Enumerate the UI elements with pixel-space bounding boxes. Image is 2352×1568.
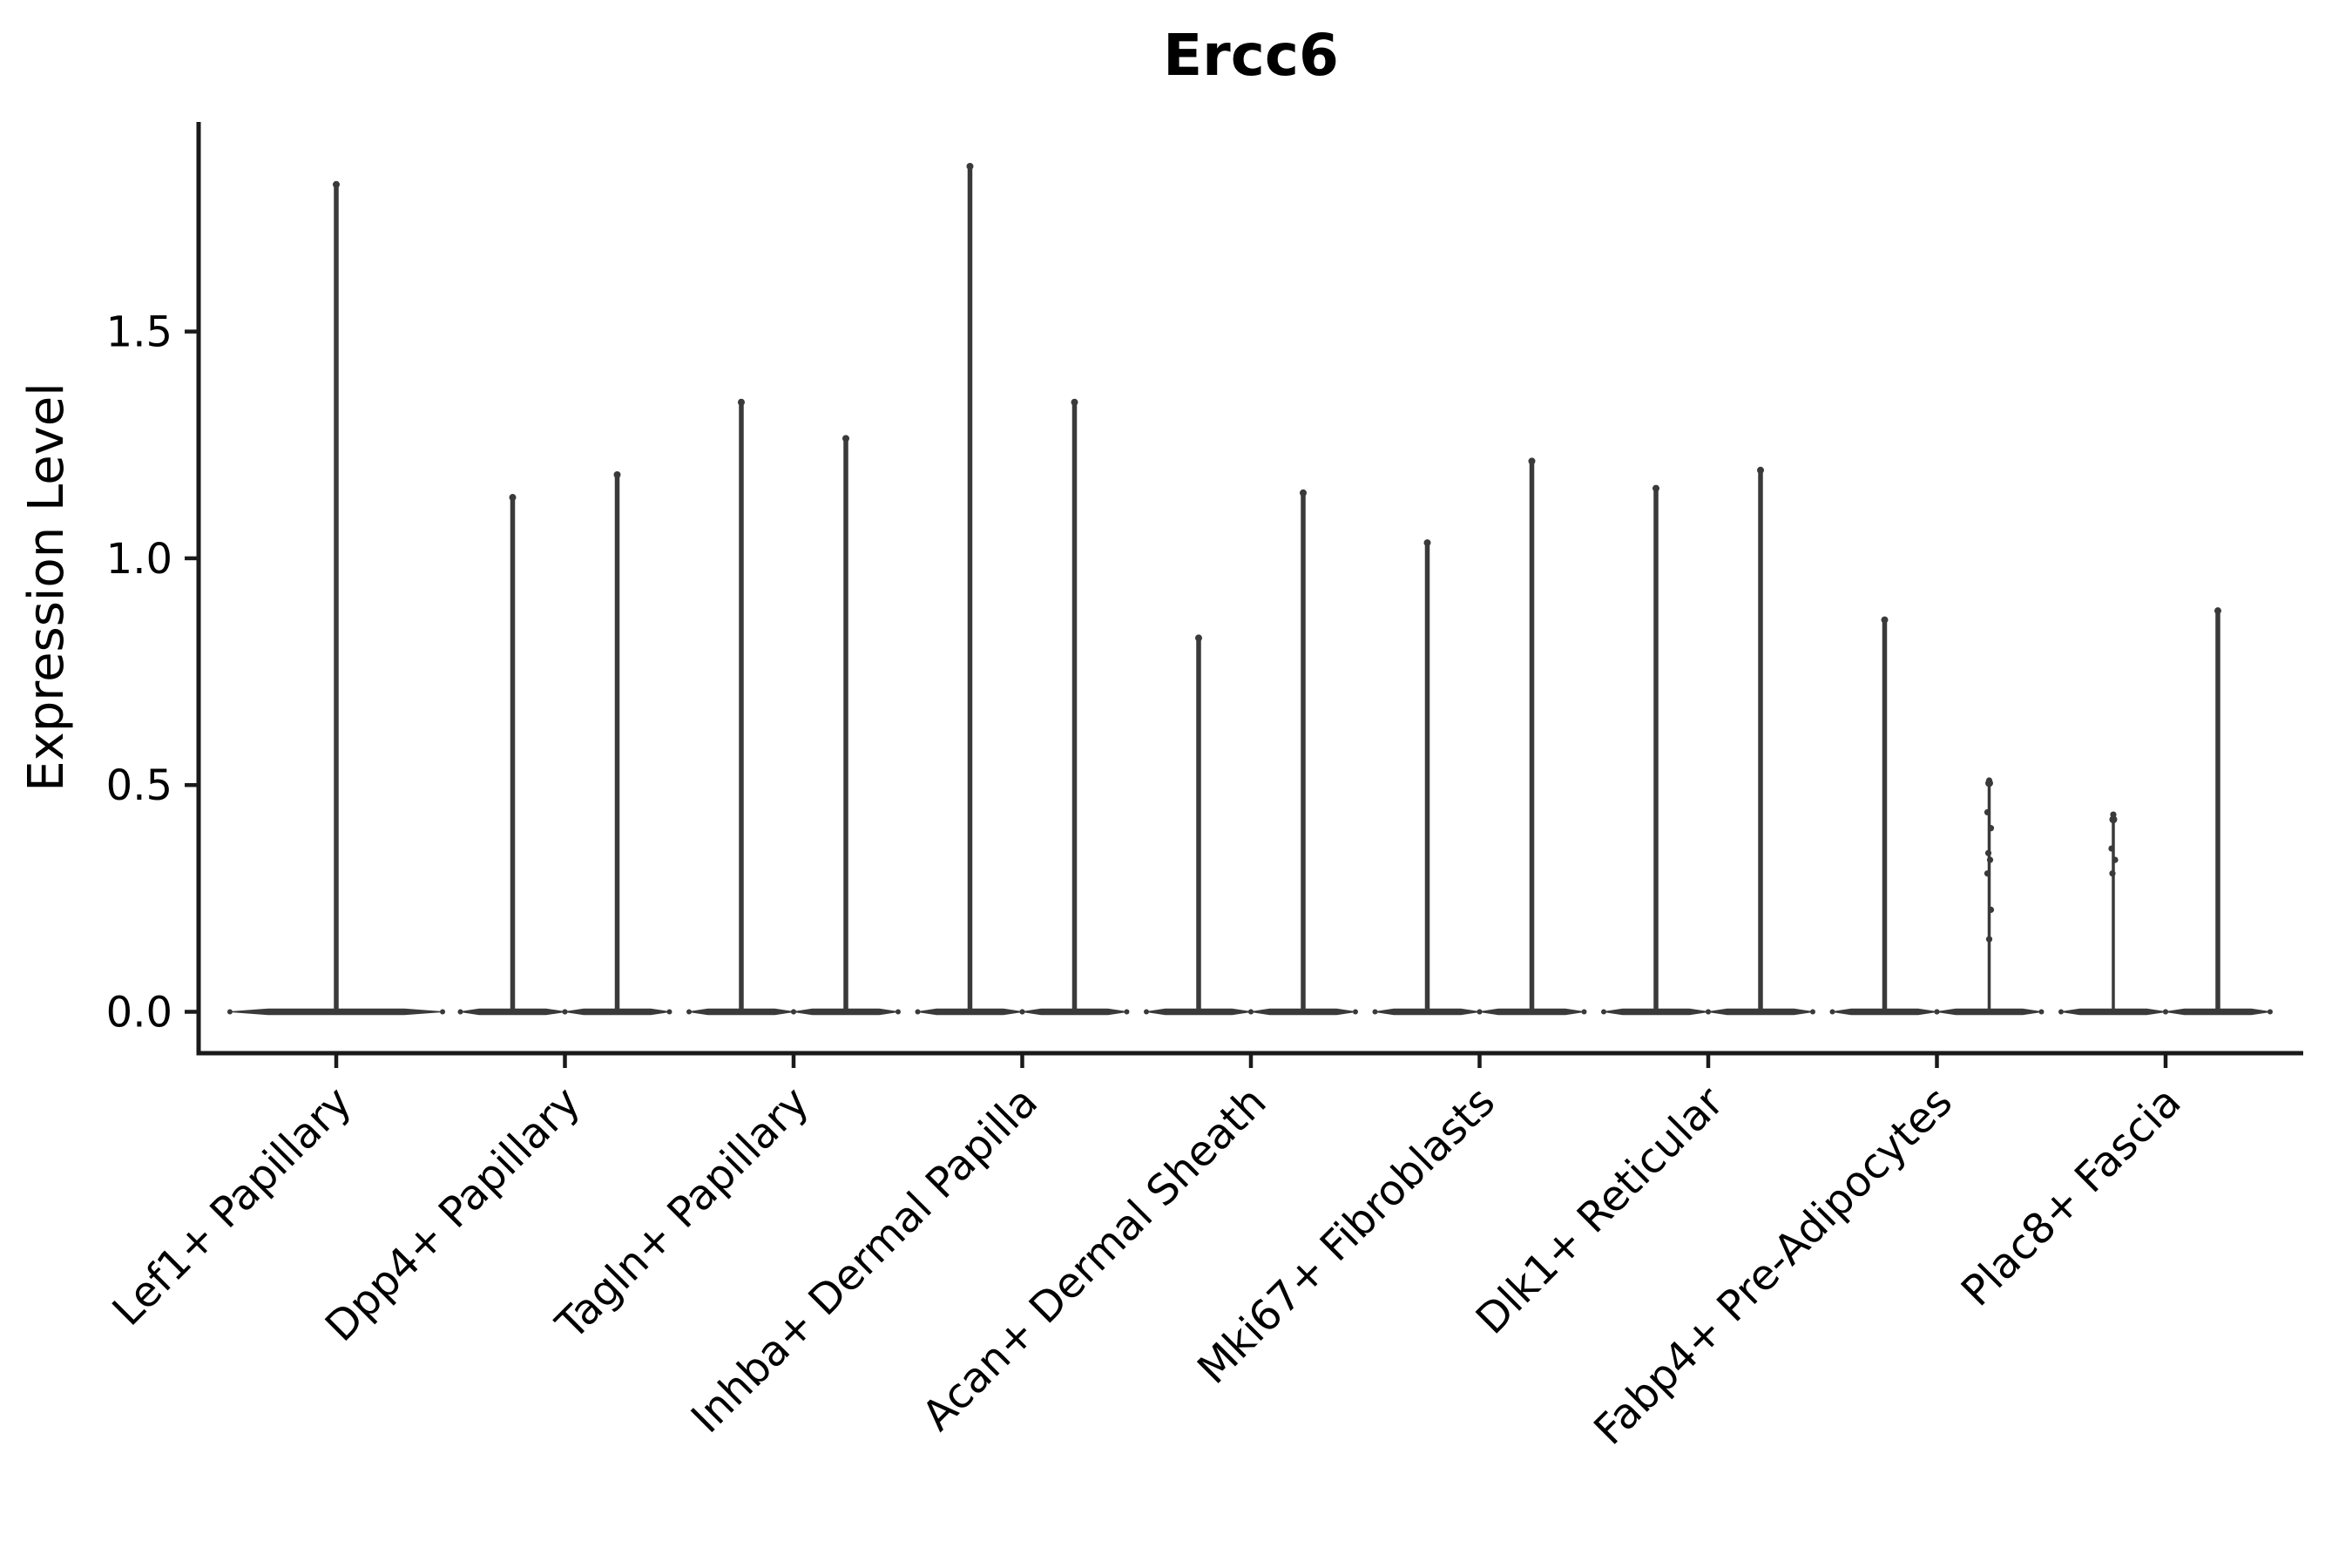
violin-spike-cap [737,398,745,406]
expression-point [1984,849,1992,856]
expression-point [2112,856,2119,863]
violin-base-tip [895,1009,901,1015]
violin [1829,616,1940,1016]
expression-point [1985,777,1993,784]
violin-base-tip [791,1009,797,1015]
violin-base-tip [1829,1009,1835,1015]
violin-base-tip [686,1009,693,1015]
violin-spike-cap [1194,634,1202,642]
violin [2058,811,2168,1016]
expression-point [1987,906,1995,913]
violin-base-tip [1248,1009,1254,1015]
violin-spike-cap [2214,607,2222,615]
violin-base-tip [1019,1009,1025,1015]
violin [1706,466,1815,1016]
violin [1477,457,1587,1016]
violin [1372,539,1483,1016]
violin-base-tip [1477,1009,1483,1015]
violin-base-tip [562,1009,568,1015]
plot-title: Ercc6 [1163,22,1339,89]
violin-spike-cap [2109,815,2118,824]
violin-base-tip [1352,1009,1358,1015]
violin-spike-cap [1071,398,1078,406]
violin [686,398,796,1016]
plot-area [226,162,2273,1016]
violin-spike-cap [1423,539,1431,547]
violin-spike-cap [966,162,974,170]
axis-spines [196,122,2303,1056]
violin [915,162,1025,1016]
violin-spike-cap [333,180,340,188]
expression-point [1984,808,1991,816]
violin [1248,489,1358,1016]
violin-base-tip [440,1009,446,1015]
x-tick-label: Lef1+ Papillary [104,1078,362,1335]
violin-spike-cap [1528,457,1536,465]
expression-point [2110,811,2117,818]
violin-base-tip [1372,1009,1378,1015]
violin-base-tip [2058,1009,2065,1015]
x-tick-label: Plac8+ Fascia [1952,1078,2191,1316]
expression-point [1987,825,1995,832]
violin-base-tip [666,1009,672,1015]
violin-spike-cap [1757,466,1765,474]
expression-point [2108,845,2115,852]
expression-point [2109,870,2116,877]
violin [1601,484,1711,1016]
x-tick-label: Tagln+ Papillary [546,1078,818,1349]
expression-point [1986,856,1994,863]
violin [457,494,568,1016]
violin-spike-cap [1881,616,1889,624]
violin [1144,634,1254,1016]
violin-spike-cap [1300,489,1308,497]
violin-base-tip [1124,1009,1130,1015]
expression-point [1984,870,1991,877]
y-tick-label: 1.5 [106,308,172,357]
violin-base-tip [226,1009,233,1015]
violin-base-tip [1706,1009,1712,1015]
violin [226,180,446,1016]
violin-spike-cap [1652,484,1659,492]
y-tick-label: 0.0 [106,989,172,1037]
violin-base-tip [1581,1009,1587,1015]
violin-spike-cap [613,470,621,478]
violin-spike-cap [509,494,517,502]
expression-point [1985,936,1993,943]
y-tick-label: 1.0 [106,535,172,584]
violin-base-tip [915,1009,921,1015]
violin [1934,777,2044,1016]
violin-base-tip [1601,1009,1607,1015]
violin [562,470,672,1016]
x-tick-label: Dlk1+ Reticular [1467,1078,1734,1344]
x-tick-label: Dpp4+ Papillary [316,1078,590,1351]
violin [2163,607,2273,1016]
y-axis-label: Expression Level [18,382,75,792]
violin [1019,398,1130,1016]
violin-base-tip [457,1009,463,1015]
violin-spike-cap [842,435,850,443]
violin-base-tip [1144,1009,1150,1015]
violin-base-tip [1809,1009,1815,1015]
violin-base-tip [2038,1009,2044,1015]
violin [791,435,901,1016]
violin-base-tip [1934,1009,1940,1015]
violin-base-tip [2267,1009,2273,1015]
violin-base-tip [2163,1009,2169,1015]
y-tick-label: 0.5 [106,761,172,810]
